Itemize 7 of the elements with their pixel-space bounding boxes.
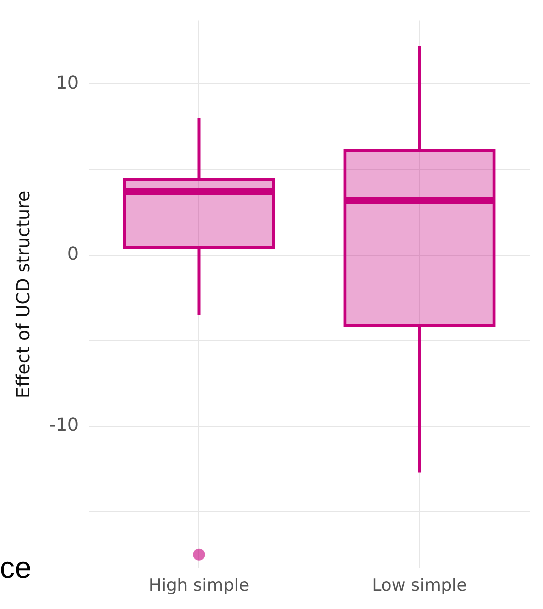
y-tick-label: 10	[56, 72, 79, 94]
text: ce	[0, 552, 32, 586]
x-tick-label: Low simple	[372, 576, 468, 596]
y-tick-label: 0	[68, 244, 79, 265]
y-tick-label: -10	[50, 415, 79, 436]
x-tick-label: High simple	[148, 576, 250, 596]
y-axis-title: Effect of UCD structure	[13, 190, 34, 399]
